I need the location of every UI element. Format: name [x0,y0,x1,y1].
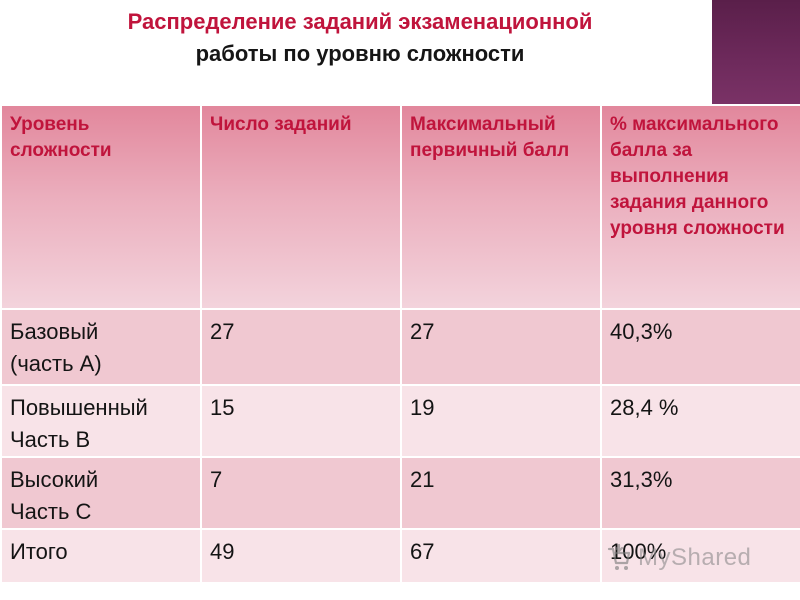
cell-count: 15 [200,384,402,458]
cell-level: Высокий Часть С [0,456,202,530]
cell-percent: 31,3% [600,456,800,530]
cell-level: Повышенный Часть В [0,384,202,458]
cell-level-line1: Базовый [10,319,99,344]
cell-max-score: 27 [400,308,602,386]
table-row: Базовый (часть А) 27 27 40,3% [0,308,800,386]
slide-title-line1: Распределение заданий экзаменационной [127,9,593,34]
cell-level-line1: Итого [10,539,68,564]
slide-title-line2: работы по уровню сложности [195,41,525,66]
cell-count: 49 [200,528,402,584]
cell-level-line2: Часть В [10,427,91,452]
cell-count: 7 [200,456,402,530]
table-row: Итого 49 67 100% [0,528,800,584]
header-level: Уровень сложности [0,104,202,310]
slide-title: Распределение заданий экзаменационной ра… [40,6,680,70]
cell-level-line2: Часть С [10,499,92,524]
cell-count: 27 [200,308,402,386]
cell-percent: 100% [600,528,800,584]
corner-decoration [712,0,800,104]
cell-level-line2: (часть А) [10,351,102,376]
difficulty-table: Уровень сложности Число заданий Максимал… [0,104,800,584]
cell-percent: 40,3% [600,308,800,386]
cell-max-score: 19 [400,384,602,458]
table-header-row: Уровень сложности Число заданий Максимал… [0,104,800,310]
cell-percent: 28,4 % [600,384,800,458]
header-count: Число заданий [200,104,402,310]
cell-level: Итого [0,528,202,584]
cell-level-line1: Повышенный [10,395,148,420]
cell-level: Базовый (часть А) [0,308,202,386]
cell-max-score: 67 [400,528,602,584]
cell-level-line1: Высокий [10,467,99,492]
header-max-score: Максимальный первичный балл [400,104,602,310]
table-row: Высокий Часть С 7 21 31,3% [0,456,800,530]
header-percent: % максимального балла за выполнения зада… [600,104,800,310]
cell-max-score: 21 [400,456,602,530]
table-row: Повышенный Часть В 15 19 28,4 % [0,384,800,458]
